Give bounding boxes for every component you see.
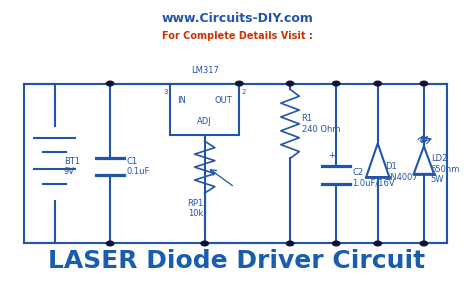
Text: For Complete Details Visit :: For Complete Details Visit : [162, 31, 312, 41]
Circle shape [333, 241, 340, 246]
Circle shape [106, 81, 114, 86]
Circle shape [106, 241, 114, 246]
Text: C1
0.1uF: C1 0.1uF [126, 157, 150, 176]
Text: R1
240 Ohm: R1 240 Ohm [301, 114, 340, 134]
Text: ADJ: ADJ [197, 116, 212, 125]
Bar [170, 84, 239, 135]
Text: www.Circuits-DIY.com: www.Circuits-DIY.com [161, 12, 313, 25]
Circle shape [286, 241, 294, 246]
Text: LASER Diode Driver Circuit: LASER Diode Driver Circuit [48, 249, 426, 273]
Text: LM317: LM317 [191, 66, 219, 75]
Text: +: + [328, 151, 335, 160]
Circle shape [420, 81, 428, 86]
Circle shape [236, 81, 243, 86]
Text: BT1
9V: BT1 9V [64, 157, 80, 176]
Text: 3: 3 [163, 89, 168, 95]
Text: C2
1.0uF/16V: C2 1.0uF/16V [352, 168, 395, 188]
Circle shape [374, 81, 382, 86]
Circle shape [374, 241, 382, 246]
Text: OUT: OUT [215, 96, 232, 105]
Text: RP1
10k: RP1 10k [187, 199, 204, 218]
Circle shape [333, 81, 340, 86]
Circle shape [201, 241, 209, 246]
Text: LD2
650nm
5W: LD2 650nm 5W [431, 155, 460, 184]
Circle shape [420, 241, 428, 246]
Text: IN: IN [177, 96, 186, 105]
Text: 2: 2 [242, 89, 246, 95]
Text: D1
1N4007: D1 1N4007 [385, 162, 418, 182]
Circle shape [286, 81, 294, 86]
